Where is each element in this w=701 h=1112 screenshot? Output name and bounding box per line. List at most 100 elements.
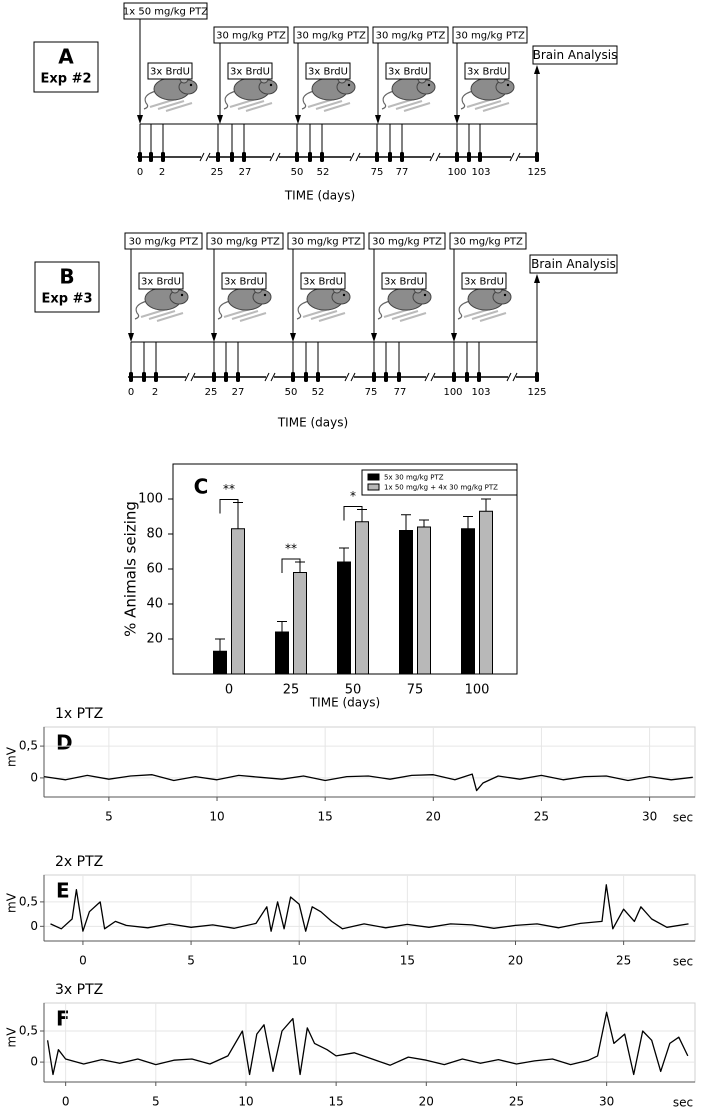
dose-label: 30 mg/kg PTZ — [291, 237, 361, 248]
mouse-icon — [134, 284, 189, 322]
axis-break-gap — [511, 154, 519, 160]
x-axis-title: TIME (days) — [309, 696, 380, 710]
mouse-icon — [217, 284, 272, 322]
arrow-head — [290, 333, 296, 342]
syringe — [148, 310, 176, 320]
arrow-head — [451, 333, 457, 342]
day-mark — [224, 372, 228, 382]
day-label: 25 — [205, 387, 218, 398]
dose-box — [124, 232, 203, 250]
axis-break-gap — [271, 154, 279, 160]
bar — [231, 528, 245, 675]
mouse-tail — [301, 90, 315, 110]
day-mark — [455, 152, 459, 162]
day-mark — [149, 152, 153, 162]
axis-break — [429, 152, 441, 162]
day-label: 50 — [291, 167, 304, 178]
syringe — [323, 102, 351, 112]
dose-box — [206, 232, 284, 250]
arrow-head — [137, 115, 143, 124]
day-mark — [477, 372, 481, 382]
brdu-label: 3x BrdU — [141, 277, 181, 288]
brdu-box — [300, 272, 346, 290]
day-mark — [129, 372, 133, 382]
x-tick-label: 5 — [152, 1095, 160, 1109]
syringe — [231, 310, 259, 320]
day-mark — [316, 372, 320, 382]
x-tick-label: 50 — [345, 683, 362, 698]
trace-title: 2x PTZ — [55, 854, 103, 870]
day-mark — [308, 152, 312, 162]
day-label: 125 — [527, 387, 546, 398]
legend-label: 1x 50 mg/kg + 4x 30 mg/kg PTZ — [384, 484, 498, 492]
trace — [43, 773, 693, 792]
axis-break-gap — [186, 374, 194, 380]
brdu-label: 3x BrdU — [384, 277, 424, 288]
experiment-label: Exp #2 — [40, 72, 91, 87]
syringe — [156, 312, 184, 322]
axis-break — [344, 372, 356, 382]
axis-break — [199, 152, 211, 162]
trace-title: 1x PTZ — [55, 706, 103, 722]
day-label: 103 — [471, 387, 490, 398]
axis-break — [184, 372, 196, 382]
mouse-tail — [381, 90, 395, 110]
mouse-icon — [457, 284, 512, 322]
y-tick-label: 0 — [30, 770, 38, 784]
mouse-eye — [503, 293, 507, 297]
day-label: 0 — [137, 167, 143, 178]
trace — [46, 1011, 689, 1076]
arrow-head — [217, 115, 223, 124]
significance-label: * — [350, 489, 356, 503]
legend-label: 5x 30 mg/kg PTZ — [384, 474, 444, 482]
dose-box — [452, 26, 528, 44]
brdu-label: 3x BrdU — [303, 277, 343, 288]
x-tick-label: 20 — [508, 954, 523, 968]
mouse-tail — [457, 300, 471, 320]
mouse-tail — [143, 90, 157, 110]
syringe — [471, 310, 499, 320]
legend-box — [361, 469, 518, 496]
arrow-head — [128, 333, 134, 342]
panel-box — [34, 261, 100, 313]
day-label: 75 — [365, 387, 378, 398]
brdu-label: 3x BrdU — [467, 67, 507, 78]
day-mark — [216, 152, 220, 162]
brdu-box — [381, 272, 427, 290]
x-tick-label: 15 — [328, 1095, 343, 1109]
day-label: 27 — [239, 167, 252, 178]
mouse-icon — [460, 74, 515, 112]
bar — [275, 631, 289, 675]
x-tick-label: 15 — [318, 810, 333, 824]
dose-label: 30 mg/kg PTZ — [296, 31, 366, 42]
brdu-box — [464, 62, 510, 80]
syringe — [245, 102, 273, 112]
day-mark — [375, 152, 379, 162]
day-label: 25 — [211, 167, 224, 178]
arrow-head — [454, 115, 460, 124]
arrow-head — [534, 65, 540, 74]
x-tick-label: 25 — [509, 1095, 524, 1109]
y-tick-label: 80 — [146, 527, 163, 542]
endpoint-box — [532, 45, 618, 65]
y-tick-label: 0,5 — [19, 739, 38, 753]
x-tick-label: 20 — [426, 810, 441, 824]
x-axis-title: sec — [673, 1096, 693, 1110]
x-tick-label: 75 — [407, 683, 424, 698]
axis-break-gap — [426, 374, 434, 380]
y-axis-title: mV — [5, 1027, 19, 1048]
x-tick-label: 0 — [62, 1095, 70, 1109]
dose-label: 30 mg/kg PTZ — [372, 237, 442, 248]
syringe — [403, 102, 431, 112]
dose-label: 30 mg/kg PTZ — [129, 237, 199, 248]
day-mark — [478, 152, 482, 162]
axis-break — [509, 152, 521, 162]
day-label: 52 — [317, 167, 330, 178]
plot-frame — [43, 1002, 696, 1083]
mouse-tail — [460, 90, 474, 110]
axis-break — [424, 372, 436, 382]
axis-break-gap — [431, 154, 439, 160]
day-label: 50 — [285, 387, 298, 398]
syringe — [239, 312, 267, 322]
